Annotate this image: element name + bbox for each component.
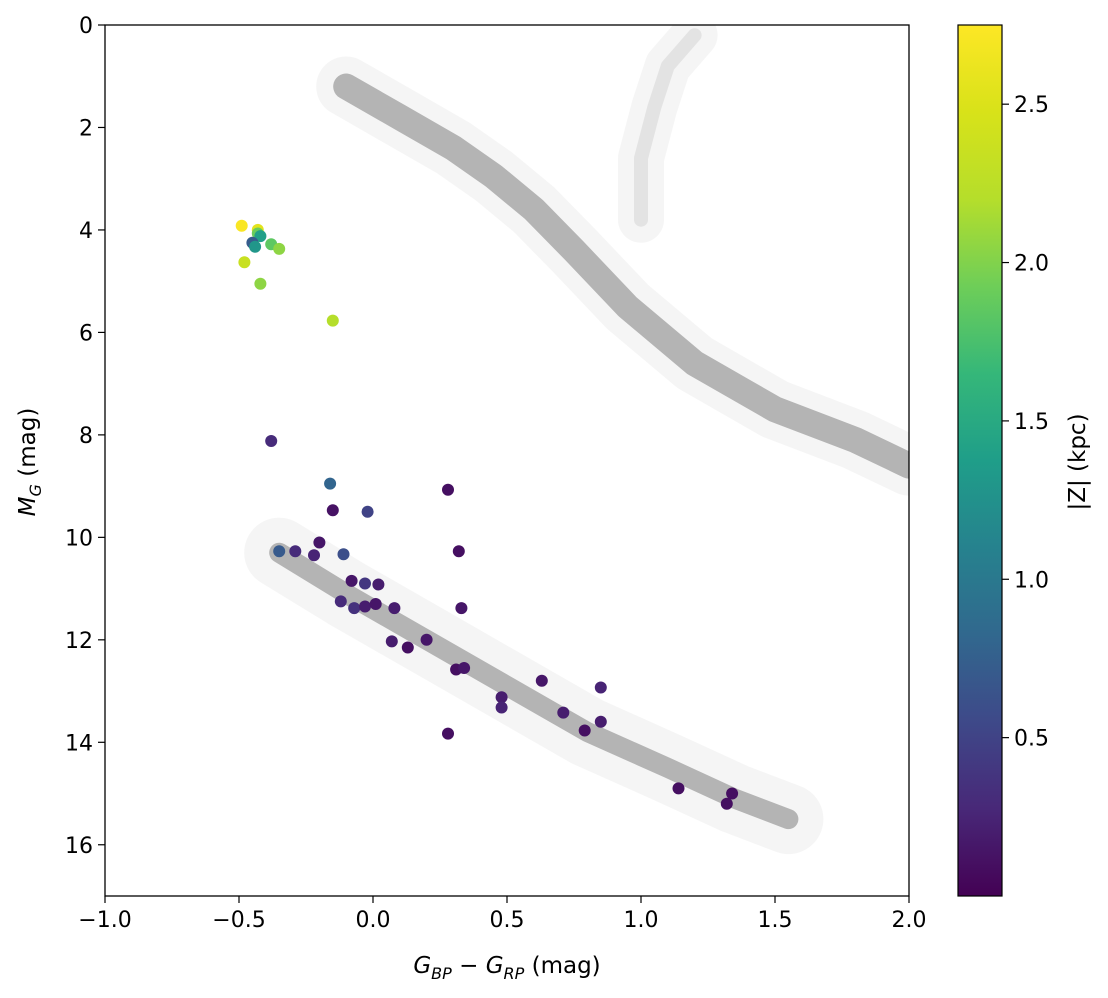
y-tick-label: 12 bbox=[65, 629, 93, 654]
x-label-a: G bbox=[413, 953, 431, 979]
data-point bbox=[265, 435, 278, 447]
x-label-minus: − bbox=[452, 953, 486, 979]
y-tick-label: 4 bbox=[79, 219, 93, 244]
data-point bbox=[308, 549, 320, 562]
data-point bbox=[372, 578, 385, 591]
colorbar-tick-label: 1.5 bbox=[1014, 410, 1049, 435]
y-label-main: M bbox=[15, 496, 41, 516]
y-tick-label: 6 bbox=[79, 321, 93, 346]
data-point bbox=[238, 256, 251, 269]
y-tick-label: 14 bbox=[65, 731, 93, 756]
data-point bbox=[273, 242, 286, 255]
data-point bbox=[401, 641, 414, 654]
data-point bbox=[442, 483, 454, 496]
x-tick-label: 1.5 bbox=[758, 908, 793, 933]
y-tick-label: 0 bbox=[79, 14, 93, 39]
colorbar-gradient bbox=[957, 24, 1003, 897]
data-point bbox=[369, 598, 382, 610]
colorbar-ticks: 0.5 1.0 1.5 2.0 2.5 bbox=[1002, 93, 1049, 752]
data-point bbox=[495, 701, 508, 714]
data-point bbox=[385, 635, 398, 648]
data-point bbox=[345, 574, 358, 587]
y-tick-label: 2 bbox=[79, 116, 93, 141]
y-tick-label: 16 bbox=[65, 834, 93, 859]
data-point bbox=[348, 602, 361, 615]
data-point bbox=[388, 602, 401, 615]
y-axis-ticks: 0 2 4 6 8 10 12 14 16 bbox=[65, 14, 105, 859]
data-point bbox=[359, 577, 371, 590]
data-point bbox=[324, 477, 337, 490]
y-tick-label: 8 bbox=[79, 424, 93, 449]
y-label-unit: (mag) bbox=[15, 408, 41, 484]
data-point bbox=[458, 662, 471, 674]
data-point bbox=[720, 797, 733, 810]
x-tick-label: 0.0 bbox=[356, 908, 391, 933]
x-tick-label: 1.0 bbox=[624, 908, 659, 933]
data-point bbox=[726, 787, 739, 800]
x-axis-label: GBP − GRP (mag) bbox=[413, 953, 600, 983]
upper-main-sequence-band bbox=[333, 73, 909, 479]
y-tick-label: 10 bbox=[65, 526, 93, 551]
data-point bbox=[249, 240, 262, 253]
data-point bbox=[535, 674, 548, 687]
data-point bbox=[326, 504, 339, 517]
x-label-b: G bbox=[486, 953, 504, 979]
data-point bbox=[557, 706, 570, 719]
data-point bbox=[578, 724, 591, 737]
x-label-unit: (mag) bbox=[524, 953, 600, 979]
data-point bbox=[594, 681, 607, 694]
data-point bbox=[455, 602, 468, 615]
x-axis-ticks: −1.0 −0.5 0.0 0.5 1.0 1.5 2.0 bbox=[78, 896, 927, 933]
x-tick-label: 2.0 bbox=[892, 908, 927, 933]
data-point bbox=[594, 715, 607, 728]
data-point bbox=[452, 545, 465, 558]
x-tick-label: −0.5 bbox=[212, 908, 265, 933]
data-point bbox=[289, 545, 302, 558]
data-point bbox=[495, 691, 508, 704]
data-point bbox=[361, 505, 374, 518]
data-point bbox=[359, 600, 371, 613]
data-point bbox=[254, 277, 267, 290]
data-point bbox=[672, 782, 685, 795]
colorbar: 0.5 1.0 1.5 2.0 2.5 |Z| (kpc) bbox=[957, 24, 1091, 897]
data-point bbox=[254, 230, 267, 243]
plot-area bbox=[104, 24, 910, 897]
data-point bbox=[337, 548, 350, 561]
data-point bbox=[235, 219, 248, 232]
y-label-sub: G bbox=[26, 484, 45, 496]
colorbar-tick-label: 1.0 bbox=[1014, 568, 1049, 593]
data-point bbox=[273, 545, 286, 558]
background-star-density bbox=[244, 25, 909, 855]
data-point bbox=[334, 595, 347, 608]
colorbar-tick-label: 2.0 bbox=[1014, 252, 1049, 277]
data-point bbox=[420, 633, 433, 646]
y-axis-label: MG (mag) bbox=[15, 408, 45, 517]
data-point bbox=[326, 314, 339, 327]
x-tick-label: −1.0 bbox=[78, 908, 131, 933]
x-label-a-sub: BP bbox=[431, 964, 452, 983]
colorbar-tick-label: 0.5 bbox=[1014, 727, 1049, 752]
colorbar-label: |Z| (kpc) bbox=[1065, 413, 1091, 510]
data-point bbox=[313, 536, 326, 549]
data-point bbox=[442, 727, 454, 740]
white-dwarf-sequence-band bbox=[269, 542, 799, 830]
giant-branch-band bbox=[618, 25, 718, 243]
colorbar-tick-label: 2.5 bbox=[1014, 93, 1049, 118]
x-label-b-sub: RP bbox=[504, 964, 525, 983]
scatter-points bbox=[235, 219, 739, 810]
x-tick-label: 0.5 bbox=[490, 908, 525, 933]
giant-branch-band bbox=[634, 28, 702, 227]
